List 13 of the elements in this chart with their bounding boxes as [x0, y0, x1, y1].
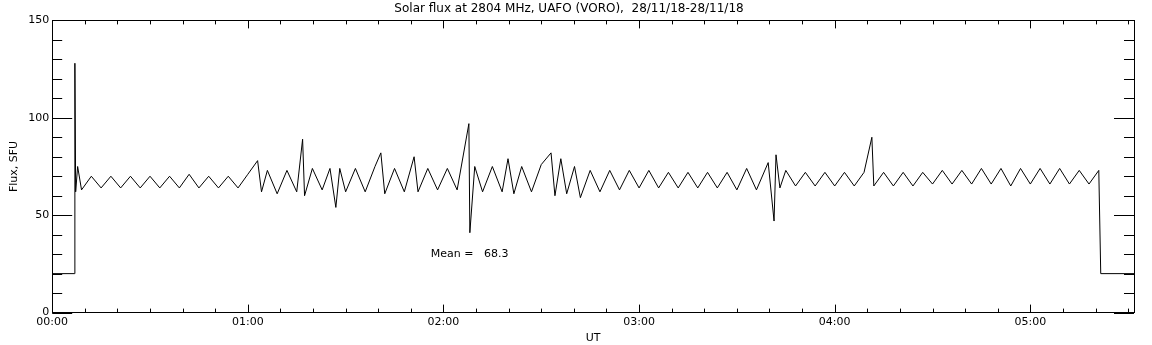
x-tick-label: 03:00 — [623, 315, 655, 329]
x-tick-label: 02:00 — [427, 315, 460, 329]
x-tick-label: 04:00 — [818, 315, 851, 329]
y-tick-label: 100 — [28, 110, 50, 124]
y-tick-label: 50 — [35, 208, 50, 222]
chart-title: Solar flux at 2804 MHz, UAFO (VORO), 28/11/18-28/11/18 — [394, 1, 744, 16]
y-tick-label: 150 — [28, 13, 50, 27]
x-axis-title: UT — [585, 331, 601, 345]
annotation: Mean = 68.3 — [430, 247, 509, 261]
x-tick-label: 01:00 — [231, 315, 264, 329]
y-axis-title: Flux, SFU — [7, 140, 21, 193]
x-tick-label: 05:00 — [1014, 315, 1047, 329]
x-tick-label: 00:00 — [36, 315, 69, 329]
